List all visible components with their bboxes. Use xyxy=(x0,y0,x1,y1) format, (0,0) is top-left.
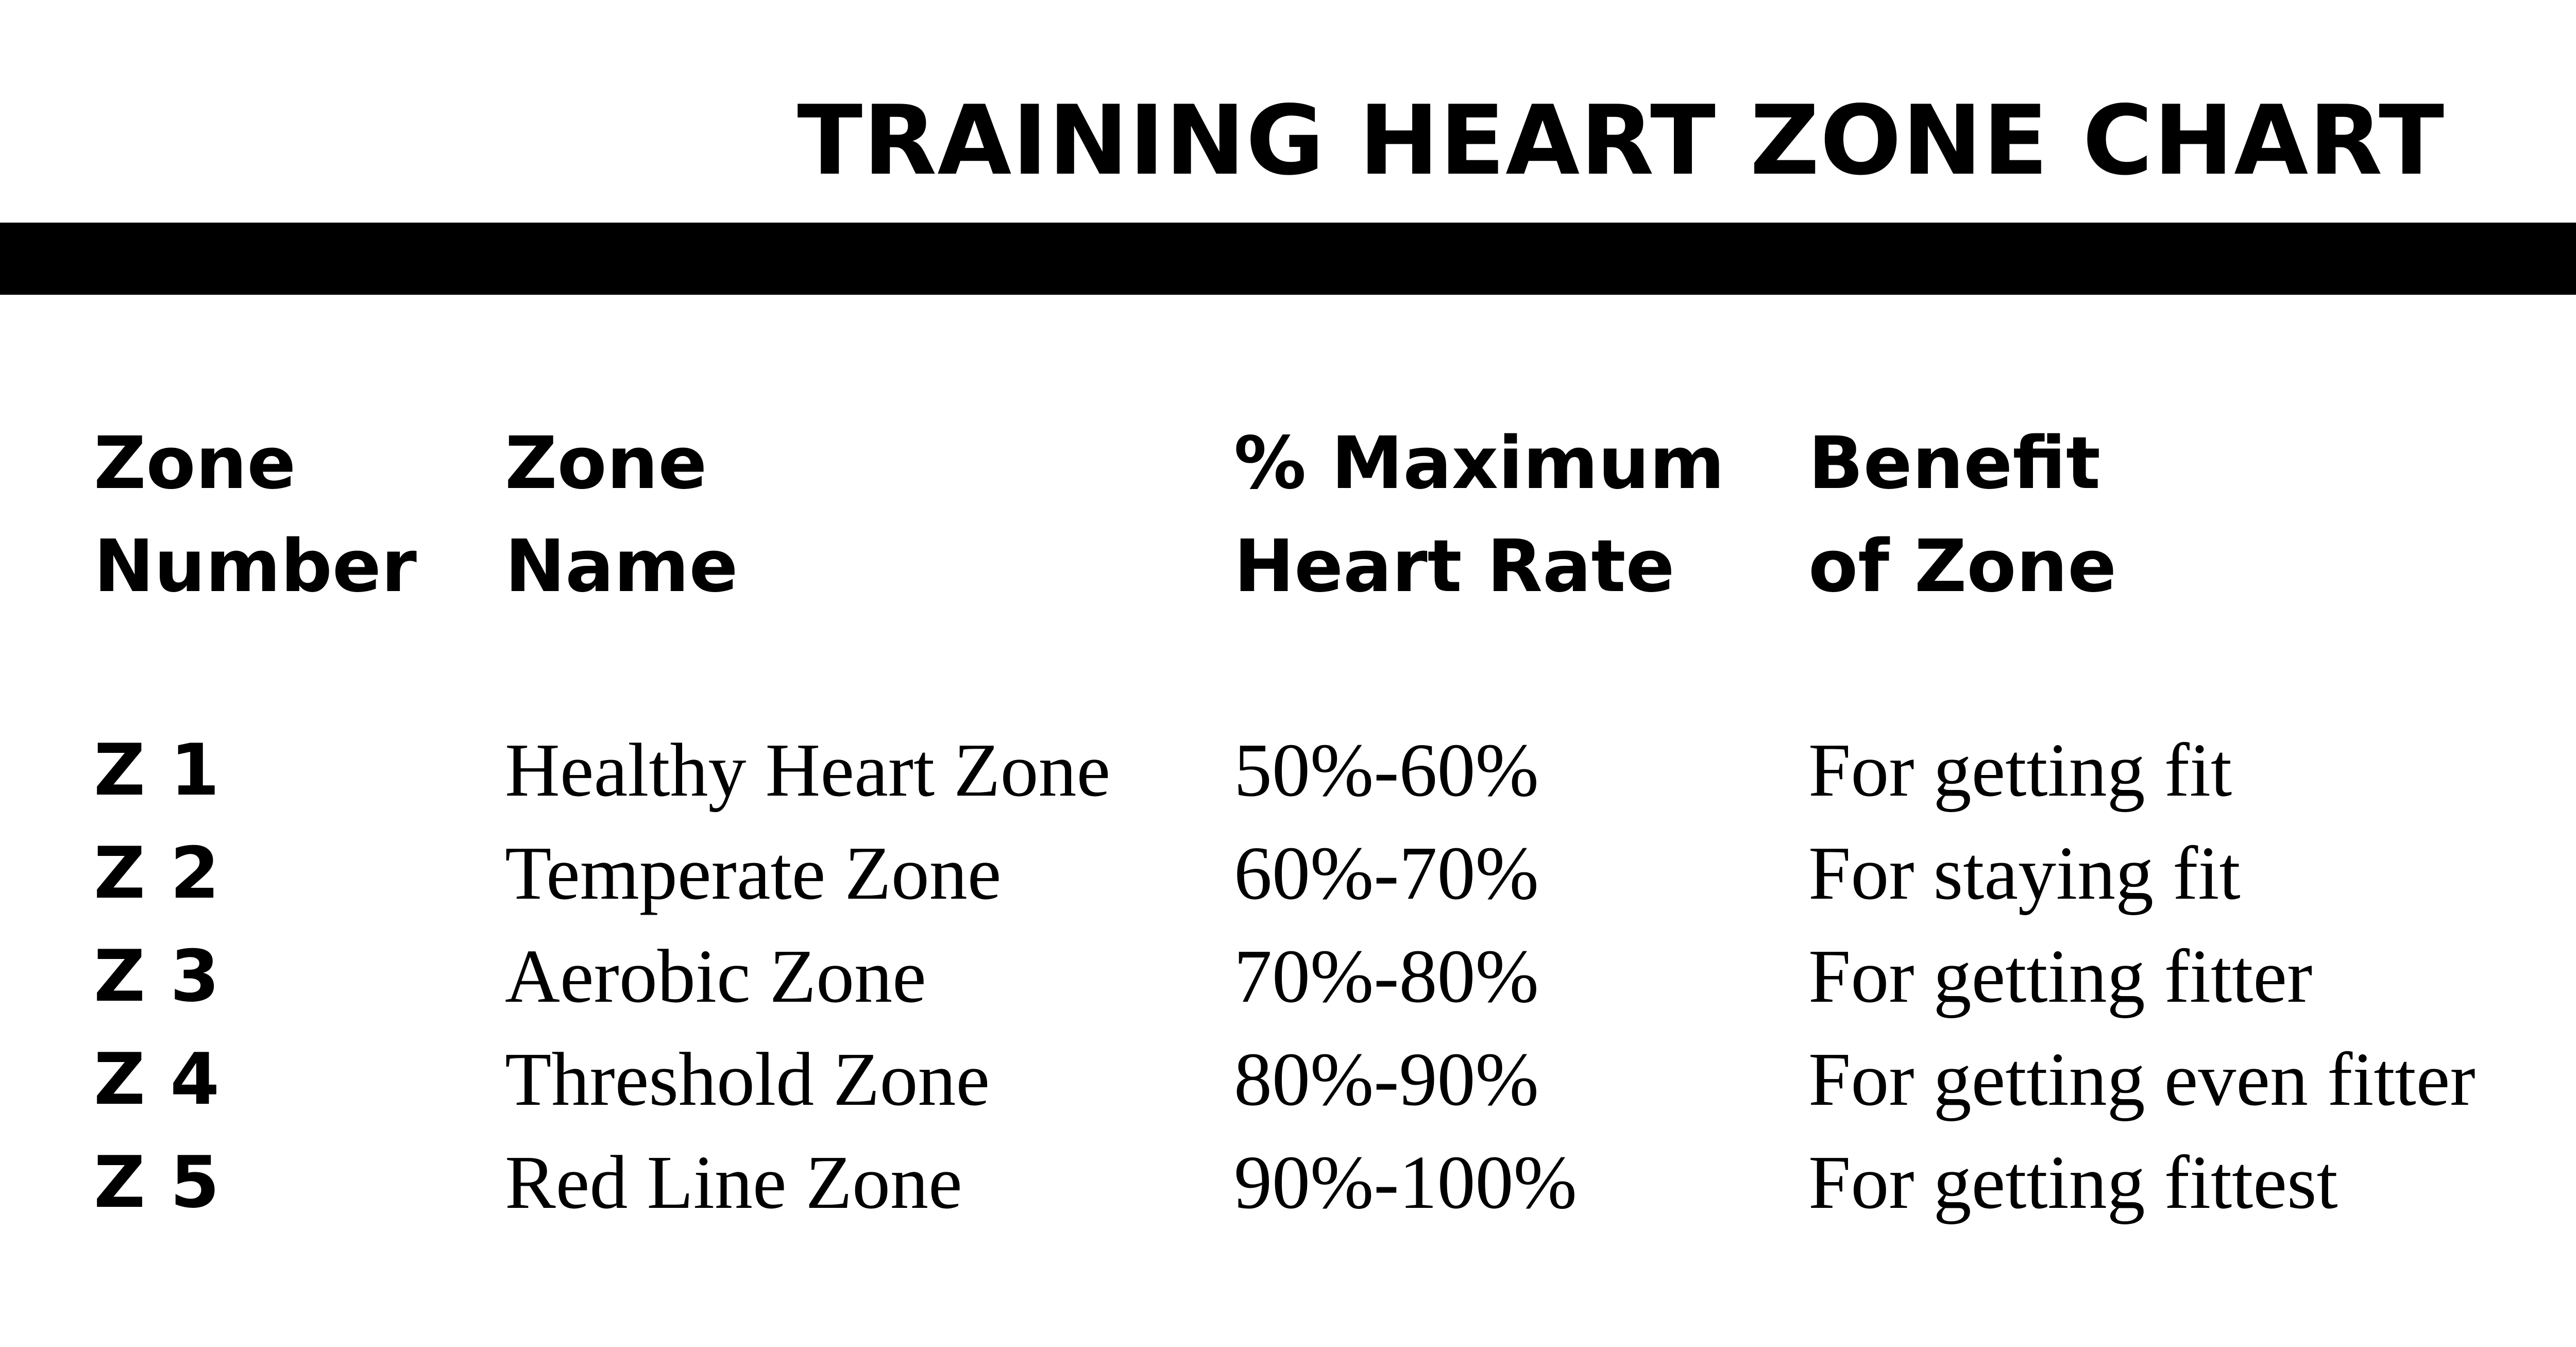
header-zone-number: Zone Number xyxy=(94,412,417,618)
header-divider-bar xyxy=(0,223,2576,295)
header-zone-number-line1: Zone xyxy=(94,422,296,506)
header-max-heart-rate-line2: Heart Rate xyxy=(1234,525,1675,609)
zone-benefit-cell: For staying fit xyxy=(1808,831,2241,916)
zone-number-cell: Z 4 xyxy=(94,1038,220,1121)
zone-number-cell: Z 5 xyxy=(94,1141,220,1224)
zone-range-cell: 60%-70% xyxy=(1234,831,1539,916)
header-benefit: Benefit of Zone xyxy=(1808,412,2116,618)
zone-range-cell: 50%-60% xyxy=(1234,728,1539,813)
table-row: Z 5 Red Line Zone 90%-100% For getting f… xyxy=(0,1131,2576,1234)
zone-range-cell: 90%-100% xyxy=(1234,1140,1577,1225)
header-max-heart-rate-line1: % Maximum xyxy=(1234,422,1725,506)
zone-name-cell: Red Line Zone xyxy=(505,1140,962,1225)
page-title: TRAINING HEART ZONE CHART xyxy=(797,85,2445,196)
zone-table-body: Z 1 Healthy Heart Zone 50%-60% For getti… xyxy=(0,719,2576,1234)
zone-benefit-cell: For getting fittest xyxy=(1808,1140,2338,1225)
header-zone-number-line2: Number xyxy=(94,525,417,609)
header-benefit-line1: Benefit xyxy=(1808,422,2100,506)
zone-range-cell: 80%-90% xyxy=(1234,1037,1539,1122)
zone-benefit-cell: For getting fitter xyxy=(1808,934,2313,1019)
table-row: Z 3 Aerobic Zone 70%-80% For getting fit… xyxy=(0,925,2576,1028)
header-zone-name-line1: Zone xyxy=(505,422,707,506)
header-max-heart-rate: % Maximum Heart Rate xyxy=(1234,412,1725,618)
table-row: Z 2 Temperate Zone 60%-70% For staying f… xyxy=(0,822,2576,925)
zone-name-cell: Aerobic Zone xyxy=(505,934,926,1019)
zone-name-cell: Healthy Heart Zone xyxy=(505,728,1111,813)
zone-range-cell: 70%-80% xyxy=(1234,934,1539,1019)
zone-number-cell: Z 1 xyxy=(94,729,220,812)
zone-number-cell: Z 2 xyxy=(94,832,220,915)
header-benefit-line2: of Zone xyxy=(1808,525,2117,609)
zone-benefit-cell: For getting fit xyxy=(1808,728,2232,813)
table-row: Z 1 Healthy Heart Zone 50%-60% For getti… xyxy=(0,719,2576,822)
zone-number-cell: Z 3 xyxy=(94,935,220,1018)
header-zone-name-line2: Name xyxy=(505,525,738,609)
table-row: Z 4 Threshold Zone 80%-90% For getting e… xyxy=(0,1028,2576,1131)
header-zone-name: Zone Name xyxy=(505,412,738,618)
zone-name-cell: Temperate Zone xyxy=(505,831,1002,916)
zone-benefit-cell: For getting even fitter xyxy=(1808,1037,2476,1122)
zone-name-cell: Threshold Zone xyxy=(505,1037,990,1122)
